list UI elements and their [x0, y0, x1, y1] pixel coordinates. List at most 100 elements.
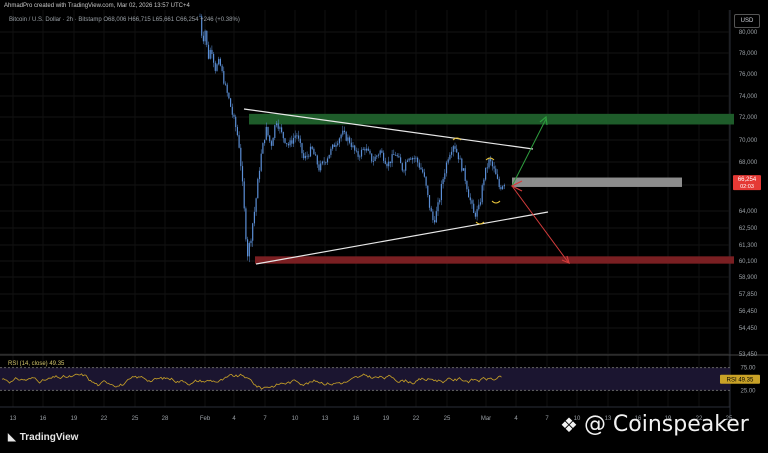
candle-body: [262, 143, 264, 154]
candle-body: [286, 142, 288, 144]
candle-body: [233, 114, 235, 117]
time-tick-label: Mar: [481, 416, 491, 422]
candle-body: [369, 150, 371, 154]
rsi-upper-label: 75.00: [740, 366, 756, 372]
lower-trendline: [255, 211, 549, 265]
swing-marker: [485, 157, 495, 161]
candle-body: [265, 126, 267, 140]
candle-body: [323, 161, 325, 163]
rsi-indicator-label[interactable]: RSI (14, close) 49.35: [8, 361, 65, 367]
time-tick-label: 19: [383, 416, 390, 422]
candle-body: [247, 239, 249, 257]
symbol-info[interactable]: Bitcoin / U.S. Dollar · 2h · Bitstamp O6…: [9, 17, 240, 23]
coinspeaker-diamond-icon: ❖: [560, 412, 578, 437]
candle-body: [394, 154, 397, 156]
candle-body: [289, 140, 291, 146]
candle-body: [245, 208, 247, 240]
candle-body: [478, 204, 480, 210]
candle-body: [417, 157, 419, 163]
price-pointer: [510, 180, 523, 192]
price-tick-label: 58,900: [739, 275, 758, 281]
candle-body: [486, 167, 488, 169]
candle-body: [485, 167, 487, 180]
candle-body: [362, 148, 364, 150]
candle-body: [476, 209, 478, 217]
symbol-name[interactable]: Bitcoin / U.S. Dollar · 2h · Bitstamp: [9, 17, 102, 23]
candle-body: [496, 174, 499, 179]
candle-body: [299, 138, 301, 144]
candle-body: [503, 184, 505, 187]
candle-body: [451, 151, 453, 155]
time-tick-label: Feb: [200, 416, 211, 422]
candle-body: [449, 154, 451, 160]
time-tick-label: 10: [574, 416, 581, 422]
candle-body: [282, 132, 284, 139]
candle-body: [345, 132, 347, 141]
candle-body: [213, 53, 215, 63]
price-tick-label: 70,000: [739, 138, 758, 144]
candle-body: [471, 200, 473, 204]
candle-body: [304, 155, 306, 159]
candle-body: [423, 172, 425, 177]
time-tick-label: 28: [162, 416, 169, 422]
candle-body: [491, 161, 493, 167]
candle-body: [248, 243, 250, 257]
candle-body: [464, 168, 466, 182]
candle-body: [481, 185, 483, 203]
bearish-arrowhead: [561, 255, 570, 265]
watermark: ❖ @ Coinspeaker: [560, 412, 749, 437]
price-tick-label: 54,450: [739, 326, 758, 332]
candle-body: [415, 157, 417, 159]
candle-body: [389, 161, 391, 164]
candle-body: [226, 84, 228, 93]
candle-body: [301, 143, 303, 154]
candle-body: [439, 200, 441, 203]
candle-body: [228, 92, 230, 99]
tradingview-brand[interactable]: ◣ TradingView: [8, 432, 78, 443]
currency-button[interactable]: USD: [734, 14, 760, 28]
candle-body: [355, 150, 357, 152]
candle-body: [406, 160, 408, 162]
swing-marker: [475, 221, 485, 225]
candle-body: [250, 240, 252, 244]
candle-body: [320, 163, 322, 171]
candle-body: [315, 154, 317, 156]
swing-markers: [452, 137, 501, 225]
candle-body: [493, 166, 495, 169]
candle-body: [432, 211, 434, 221]
candle-body: [255, 198, 257, 212]
candle-body: [267, 126, 269, 136]
candle-body: [257, 179, 259, 199]
candle-body: [366, 148, 368, 151]
time-tick-label: 16: [635, 416, 642, 422]
resistance-zone: [249, 113, 734, 125]
candle-body: [335, 145, 337, 147]
candle-body: [332, 144, 334, 149]
candle-body: [321, 161, 323, 164]
candle-body: [418, 162, 420, 168]
candle-body: [243, 181, 245, 209]
time-tick-label: 16: [353, 416, 360, 422]
current-price-box: [512, 177, 682, 187]
candle-body: [309, 146, 312, 157]
price-tick-label: 61,300: [739, 243, 758, 249]
candle-body: [434, 220, 436, 223]
rsi-line: [1, 373, 502, 390]
candle-body: [221, 65, 223, 72]
candle-body: [383, 152, 385, 161]
candle-body: [498, 178, 500, 188]
candle-body: [240, 147, 242, 167]
last-price-tag: 66,254 02:03: [733, 175, 761, 191]
candle-body: [330, 148, 332, 155]
time-tick-label: 19: [71, 416, 78, 422]
last-price-value: 66,254: [738, 177, 757, 183]
time-tick-label: 22: [101, 416, 108, 422]
candle-body: [275, 123, 278, 126]
candle-body: [398, 156, 400, 158]
candle-body: [459, 158, 461, 160]
candle-body: [343, 130, 346, 133]
time-tick-label: 25: [132, 416, 139, 422]
time-tick-label: 25: [444, 416, 451, 422]
candle-body: [360, 149, 363, 157]
